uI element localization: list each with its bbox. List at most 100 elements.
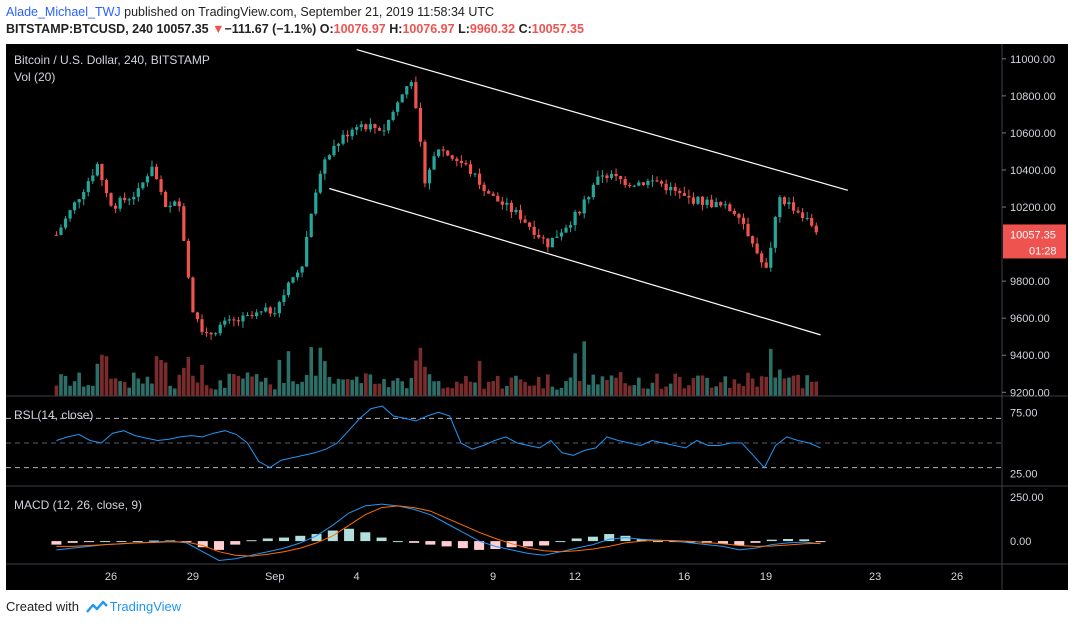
volume-bar <box>232 374 236 396</box>
volume-bar <box>432 381 436 396</box>
channel-upper-line <box>356 48 848 191</box>
volume-bar <box>323 361 327 396</box>
volume-bar <box>641 388 646 396</box>
candle-body <box>673 186 677 191</box>
volume-bar <box>782 378 787 396</box>
volume-bar <box>345 379 350 396</box>
author-link[interactable]: Alade_Michael_TWJ <box>6 5 121 19</box>
candle-body <box>791 202 796 211</box>
volume-bar <box>309 347 314 396</box>
candle-body <box>373 124 377 128</box>
volume-bar <box>295 384 300 396</box>
volume-bar <box>391 380 395 396</box>
macd-histogram-bar <box>197 541 208 548</box>
volume-bar <box>746 372 750 396</box>
candle-body <box>750 236 755 244</box>
candle-body <box>104 180 109 194</box>
volume-bar <box>527 385 532 396</box>
candle-body <box>514 209 518 213</box>
tradingview-brand[interactable]: TradingView <box>109 599 182 614</box>
candle-body <box>564 227 568 233</box>
price-tick-label: 10400.00 <box>1010 165 1056 177</box>
candle-body <box>450 155 454 159</box>
candle-body <box>432 156 436 170</box>
volume-bar <box>377 383 382 396</box>
open-label: O: <box>319 22 334 36</box>
volume-bar <box>104 356 109 396</box>
price-tick-label: 11000.00 <box>1010 54 1055 66</box>
volume-bar <box>277 359 282 396</box>
volume-bar <box>86 384 91 396</box>
volume-bar <box>596 384 600 396</box>
high-value: 10076.97 <box>402 22 455 36</box>
candle-body <box>814 225 818 233</box>
candle-body <box>641 182 645 185</box>
volume-bar <box>514 375 518 396</box>
candle-body <box>359 124 363 128</box>
candle-body <box>136 188 140 197</box>
volume-bar <box>359 383 364 396</box>
volume-bar <box>550 386 555 396</box>
candle-body <box>259 311 263 313</box>
candle-body <box>719 202 723 206</box>
macd-histogram-bar <box>279 537 290 542</box>
candle-body <box>355 127 359 130</box>
candle-body <box>95 164 99 176</box>
volume-bar <box>755 386 759 396</box>
volume-bar <box>814 381 819 396</box>
macd-histogram-bar <box>116 541 127 543</box>
candle-body <box>741 217 746 224</box>
macd-histogram-bar <box>67 541 78 543</box>
candle-body <box>541 237 545 239</box>
volume-bar <box>609 375 614 396</box>
volume-bar <box>195 382 200 396</box>
volume-bar <box>127 387 132 396</box>
chart-background <box>6 44 1068 590</box>
candle-body <box>245 315 250 317</box>
candle-body <box>696 196 700 204</box>
volume-bar <box>768 348 773 396</box>
chart-canvas[interactable]: 75.00 25.00 250.00 0.00 11000.00 10800.00 10… <box>6 44 1068 590</box>
candle-body <box>400 94 404 103</box>
candle-body <box>487 191 491 194</box>
candle-body <box>796 210 800 213</box>
volume-bar <box>172 388 177 396</box>
candle-body <box>418 108 423 142</box>
rsi-line <box>56 405 821 469</box>
volume-bar <box>691 378 696 396</box>
volume-bar <box>177 374 182 396</box>
candle-body <box>86 181 90 193</box>
volume-label: Vol (20) <box>14 70 55 84</box>
volume-bar <box>568 377 573 396</box>
candle-body <box>327 155 332 160</box>
candle-body <box>568 225 573 228</box>
volume-bar <box>236 375 241 396</box>
volume-bar <box>555 389 559 396</box>
candle-body <box>728 204 732 211</box>
candle-body <box>295 272 300 278</box>
volume-bar <box>418 347 423 396</box>
volume-bar <box>773 377 778 396</box>
volume-bar <box>427 374 432 396</box>
volume-bar <box>273 389 277 396</box>
volume-bar <box>577 380 582 396</box>
candle-body <box>282 295 286 303</box>
candle-body <box>150 166 154 177</box>
candle-body <box>609 173 614 178</box>
candle-body <box>82 192 86 200</box>
volume-bar <box>373 383 377 396</box>
volume-bar <box>741 386 746 396</box>
candle-body <box>655 180 659 182</box>
time-tick-label: 26 <box>105 571 117 583</box>
candle-body <box>305 236 309 267</box>
volume-bar <box>250 376 254 396</box>
candle-body <box>755 243 759 254</box>
macd-histogram-bar <box>295 535 306 542</box>
candle-body <box>600 175 605 177</box>
volume-bar <box>336 378 341 396</box>
volume-bar <box>705 377 709 396</box>
candle-body <box>186 240 190 278</box>
price-tick-label: 9800.00 <box>1010 276 1050 288</box>
candle-body <box>605 175 609 178</box>
candle-body <box>546 238 550 248</box>
